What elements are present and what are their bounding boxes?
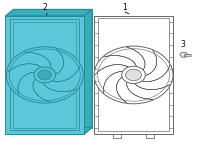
Text: 2: 2: [42, 3, 47, 12]
Polygon shape: [140, 65, 170, 82]
Polygon shape: [5, 9, 92, 16]
Polygon shape: [33, 78, 50, 102]
Polygon shape: [104, 56, 137, 69]
Polygon shape: [43, 81, 76, 92]
Circle shape: [122, 66, 145, 84]
Bar: [98, 18, 169, 131]
Polygon shape: [143, 50, 157, 76]
Polygon shape: [116, 76, 127, 103]
Circle shape: [98, 49, 169, 101]
Polygon shape: [84, 9, 92, 134]
Polygon shape: [134, 82, 170, 90]
Polygon shape: [126, 47, 145, 71]
Bar: [184, 54, 191, 56]
Circle shape: [126, 69, 141, 81]
Polygon shape: [54, 49, 64, 75]
Circle shape: [38, 70, 52, 80]
Polygon shape: [18, 72, 37, 94]
Text: 3: 3: [180, 40, 185, 49]
Polygon shape: [180, 52, 188, 57]
Text: 1: 1: [122, 3, 127, 12]
Polygon shape: [5, 16, 84, 134]
Polygon shape: [104, 71, 125, 93]
Polygon shape: [95, 65, 130, 75]
Polygon shape: [50, 66, 80, 81]
Bar: [94, 16, 173, 134]
Circle shape: [6, 47, 83, 103]
Circle shape: [34, 67, 56, 83]
Circle shape: [94, 46, 173, 104]
Polygon shape: [8, 64, 43, 72]
Bar: [146, 134, 154, 138]
Polygon shape: [13, 9, 92, 128]
Bar: [113, 134, 121, 138]
Circle shape: [9, 49, 80, 101]
Polygon shape: [25, 52, 51, 70]
Polygon shape: [127, 80, 153, 99]
Polygon shape: [5, 128, 92, 134]
